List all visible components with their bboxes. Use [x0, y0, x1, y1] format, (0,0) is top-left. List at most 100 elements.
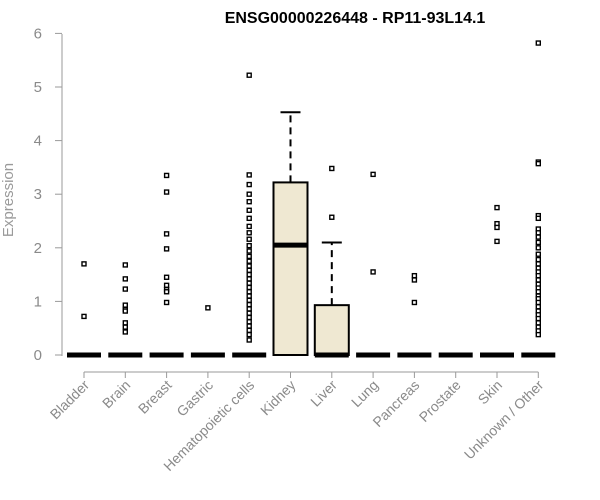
outlier-point: [246, 284, 252, 291]
y-axis-ticks: 0 1 2 3 4 5 6: [34, 25, 62, 364]
y-tick-label: 6: [34, 25, 42, 42]
outlier-point: [246, 191, 252, 197]
x-tick-label: Liver: [307, 377, 340, 410]
outlier-point: [246, 223, 252, 230]
box-group: [356, 171, 391, 358]
outlier-point: [122, 276, 129, 282]
outlier-point: [246, 301, 252, 308]
outlier-point: [494, 238, 500, 245]
outlier-point: [535, 304, 541, 310]
outlier-point: [246, 207, 252, 213]
outlier-point: [411, 277, 418, 283]
y-tick-label: 0: [34, 347, 42, 364]
box-group: [521, 40, 556, 358]
outlier-point: [163, 246, 170, 252]
outlier-point: [246, 258, 252, 264]
outlier-point: [163, 289, 170, 295]
x-tick-label: Prostate: [416, 377, 464, 425]
outlier-point: [122, 320, 129, 326]
outlier-point: [122, 262, 129, 268]
outlier-point: [535, 261, 541, 267]
outlier-point: [81, 261, 87, 267]
box-group: [190, 305, 225, 358]
box-group: [67, 261, 101, 358]
outlier-point: [163, 231, 170, 237]
box-iqr: [313, 304, 350, 357]
y-tick-label: 5: [34, 79, 42, 96]
box-group: [108, 262, 143, 358]
outlier-point: [246, 72, 252, 78]
outlier-point: [246, 230, 252, 236]
outlier-point: [163, 299, 170, 306]
outlier-point: [163, 274, 170, 280]
outlier-point: [494, 204, 500, 211]
outlier-point: [494, 224, 500, 231]
x-tick-label: Brain: [99, 377, 133, 411]
chart-title: ENSG00000226448 - RP11-93L14.1: [225, 10, 486, 27]
outlier-point: [246, 276, 252, 282]
box-iqr: [272, 181, 309, 356]
outlier-point: [535, 299, 541, 306]
outlier-point: [246, 327, 252, 334]
outlier-point: [246, 215, 252, 222]
outlier-point: [246, 172, 252, 178]
outlier-point: [163, 282, 170, 289]
y-tick-label: 4: [34, 133, 42, 150]
outlier-point: [246, 297, 252, 304]
x-tick-label: Kidney: [257, 377, 299, 419]
outlier-point: [163, 172, 170, 179]
x-tick-label: Bladder: [47, 377, 93, 423]
outlier-point: [246, 267, 252, 274]
outlier-point: [411, 272, 418, 279]
outlier-point: [329, 214, 335, 220]
outlier-point: [163, 189, 170, 195]
outlier-point: [535, 234, 541, 240]
outlier-point: [246, 331, 252, 338]
box-group: [313, 165, 350, 358]
outlier-point: [81, 313, 87, 320]
x-tick-label: Skin: [475, 377, 506, 408]
outlier-point: [246, 306, 252, 312]
outlier-point: [205, 305, 211, 311]
box-group: [397, 272, 432, 358]
outlier-point: [535, 320, 541, 326]
outlier-point: [246, 310, 252, 316]
outlier-point: [122, 302, 129, 308]
x-tick-label: Breast: [135, 377, 175, 417]
outlier-point: [122, 308, 129, 314]
outlier-point: [535, 277, 541, 283]
outlier-point: [411, 299, 418, 306]
outlier-point: [535, 245, 541, 251]
box-group: [272, 111, 309, 356]
outlier-point: [535, 315, 541, 322]
outlier-point: [370, 269, 376, 275]
outlier-point: [535, 230, 541, 236]
outlier-point: [246, 280, 252, 286]
outlier-point: [246, 253, 252, 260]
outlier-point: [246, 319, 252, 325]
outlier-point: [246, 314, 252, 321]
outlier-point: [535, 331, 541, 338]
outlier-point: [246, 181, 252, 188]
box-group: [149, 172, 184, 358]
outlier-point: [535, 215, 541, 222]
y-tick-label: 2: [34, 240, 42, 257]
outlier-point: [122, 286, 129, 292]
outlier-point: [122, 329, 129, 335]
y-tick-label: 1: [34, 293, 42, 310]
outlier-point: [535, 251, 541, 257]
outlier-point: [246, 236, 252, 242]
outlier-point: [246, 293, 252, 299]
outlier-point: [246, 248, 252, 254]
outlier-point: [246, 337, 252, 343]
outlier-point: [246, 271, 252, 278]
y-tick-label: 3: [34, 186, 42, 203]
outlier-point: [535, 239, 541, 246]
outlier-point: [535, 256, 541, 263]
outlier-point: [246, 199, 252, 205]
outlier-point: [246, 263, 252, 269]
box-group: [232, 72, 267, 358]
outlier-point: [535, 40, 541, 46]
